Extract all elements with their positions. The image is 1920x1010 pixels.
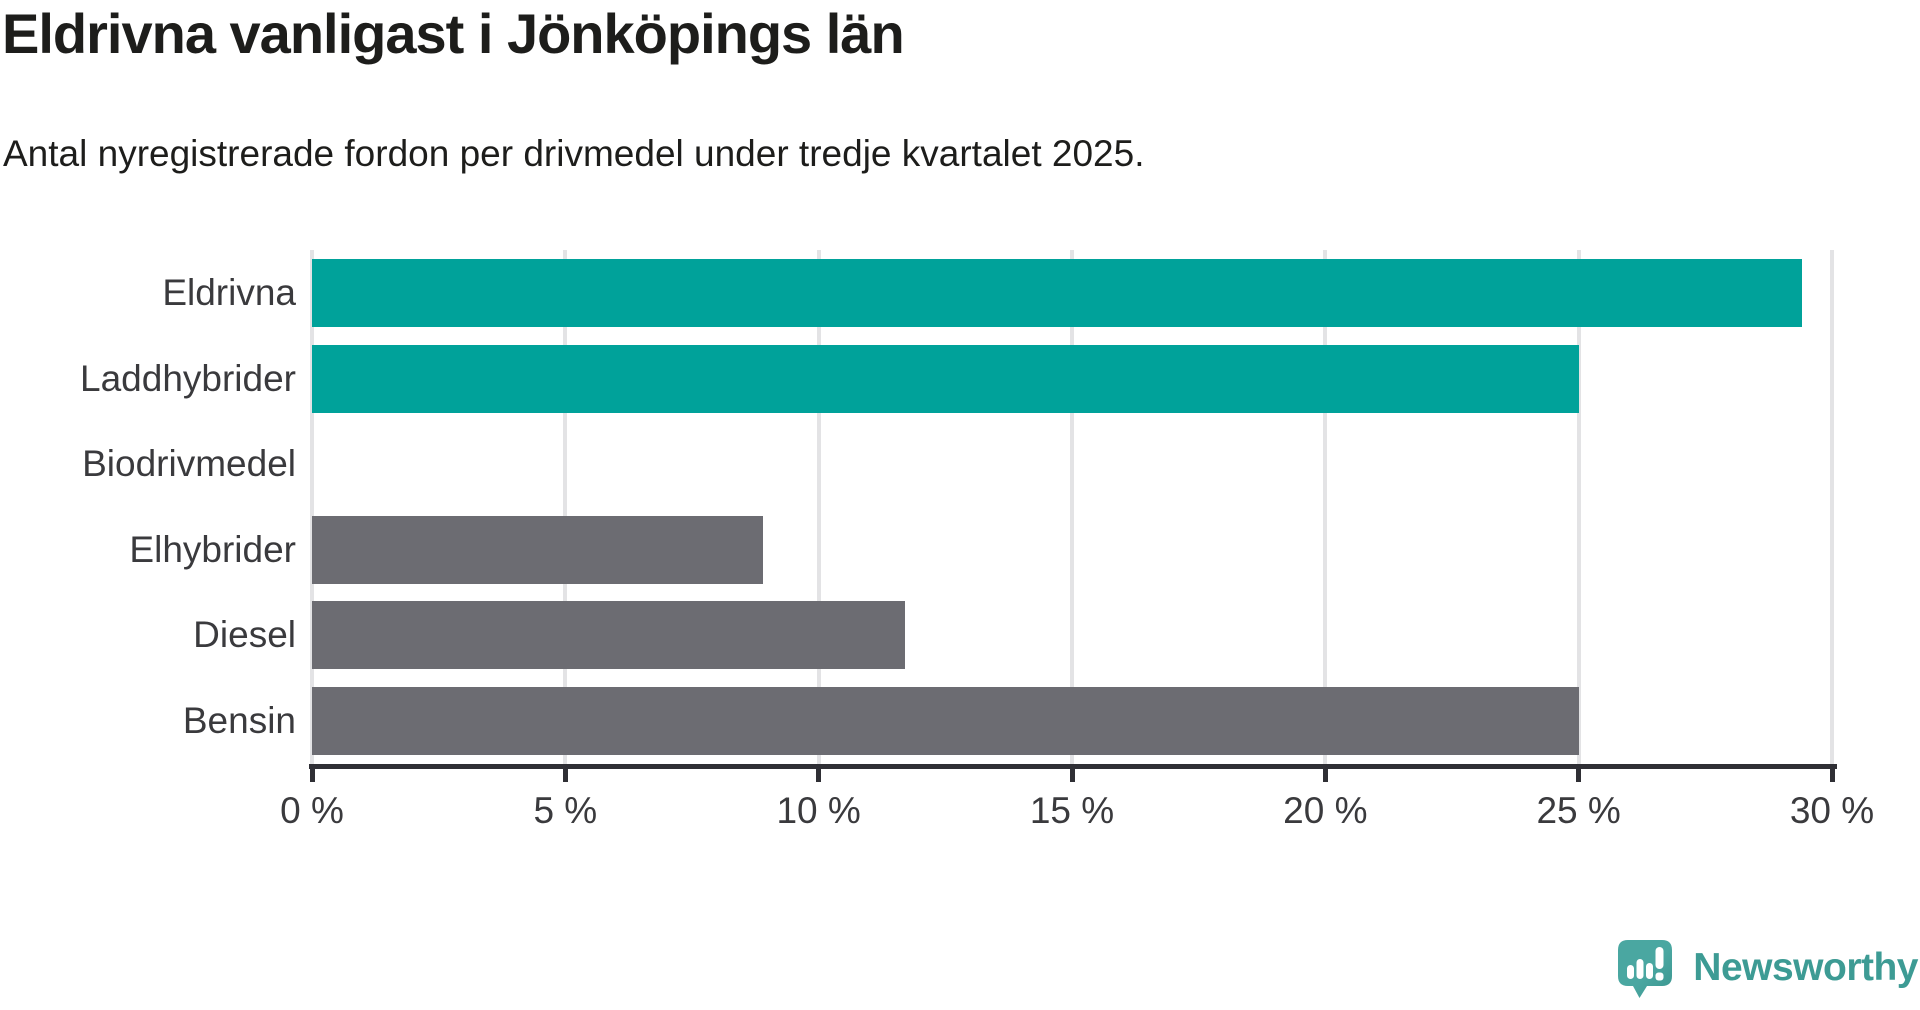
x-tick-5 — [562, 769, 568, 782]
x-tick-label: 20 % — [1283, 790, 1368, 831]
x-tick-0 — [309, 769, 315, 782]
gridline-25 — [1576, 250, 1581, 764]
newsworthy-logo-text: Newsworthy — [1693, 945, 1918, 989]
x-tick-label: 30 % — [1789, 790, 1875, 831]
x-tick-label: 25 % — [1536, 790, 1621, 831]
category-label-biodrivmedel: Biodrivmedel — [82, 443, 296, 485]
gridline-20 — [1323, 250, 1328, 764]
x-tick-label: 0 % — [280, 790, 344, 831]
x-tick-15 — [1069, 769, 1075, 782]
gridline-0 — [310, 250, 314, 764]
chart-subtitle: Antal nyregistrerade fordon per drivmede… — [3, 133, 1145, 174]
newsworthy-logo-icon — [1618, 940, 1673, 998]
x-axis-line — [309, 764, 1837, 769]
gridline-10 — [816, 250, 821, 764]
bar-eldrivna — [312, 259, 1802, 327]
category-label-bensin: Bensin — [182, 700, 296, 741]
gridline-15 — [1070, 250, 1074, 764]
category-label-laddhybrider: Laddhybrider — [80, 357, 296, 399]
x-tick-label: 5 % — [533, 790, 598, 831]
category-label-diesel: Diesel — [193, 614, 296, 656]
bar-diesel — [312, 601, 905, 670]
category-label-eldrivna: Eldrivna — [162, 272, 296, 313]
x-tick-30 — [1829, 769, 1835, 782]
bar-elhybrider — [312, 515, 763, 584]
chart-title: Eldrivna vanligast i Jönköpings län — [2, 2, 905, 65]
x-tick-25 — [1576, 769, 1582, 782]
newsworthy-logo: Newsworthy — [1617, 938, 1918, 1002]
x-tick-10 — [816, 769, 822, 782]
category-label-elhybrider: Elhybrider — [129, 528, 296, 570]
bar-bensin — [312, 687, 1579, 755]
x-tick-20 — [1322, 769, 1328, 782]
x-tick-label: 15 % — [1029, 790, 1115, 831]
bar-laddhybrider — [312, 344, 1579, 413]
gridline-5 — [563, 250, 568, 764]
x-tick-label: 10 % — [776, 790, 861, 831]
gridline-30 — [1830, 250, 1834, 764]
